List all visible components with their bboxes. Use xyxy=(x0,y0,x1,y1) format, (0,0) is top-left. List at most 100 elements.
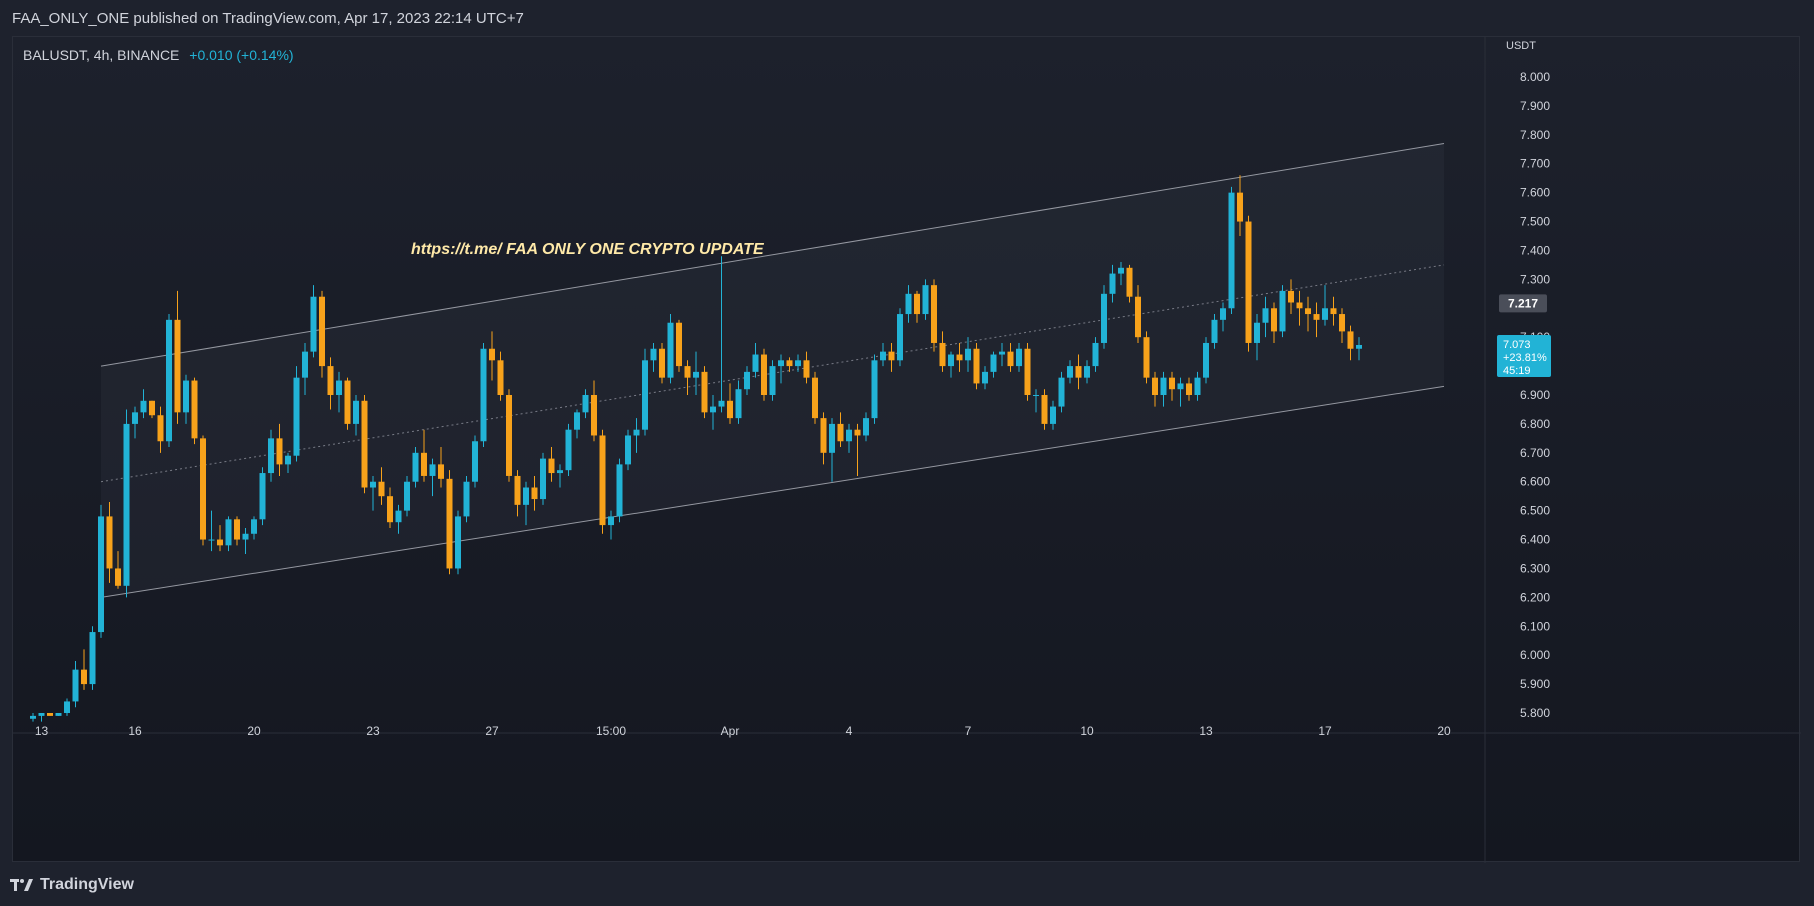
candle-body xyxy=(1339,314,1345,332)
candle-body xyxy=(81,669,87,685)
candle-body xyxy=(837,423,844,442)
chart-panel[interactable]: https://t.me/ FAA ONLY ONE CRYPTO UPDATE… xyxy=(12,36,1801,863)
candle-body xyxy=(574,412,580,430)
candle-body xyxy=(948,354,954,367)
y-tick-label: 6.300 xyxy=(1520,561,1550,575)
candle-body xyxy=(752,354,759,372)
candle-body xyxy=(208,539,215,541)
y-tick-label: 6.000 xyxy=(1520,648,1550,662)
candle-body xyxy=(676,322,682,367)
candle-body xyxy=(497,360,504,395)
y-tick-label: 7.400 xyxy=(1520,243,1550,257)
candle-body xyxy=(387,496,393,523)
candle-body xyxy=(412,452,419,482)
candle-body xyxy=(1143,337,1150,378)
y-tick-label: 6.200 xyxy=(1520,590,1550,604)
candle-body xyxy=(30,715,36,719)
symbol-name: BALUSDT, 4h, BINANCE xyxy=(23,47,180,63)
candle-body xyxy=(914,293,920,315)
x-tick-label: 15:00 xyxy=(596,724,626,738)
candle-body xyxy=(38,713,45,716)
candle-body xyxy=(701,371,708,413)
candle-body xyxy=(931,285,937,343)
candle-body xyxy=(336,380,342,395)
y-tick-label: 6.800 xyxy=(1520,417,1550,431)
x-tick-label: Apr xyxy=(721,724,740,738)
candle-body xyxy=(344,380,351,424)
candle-body xyxy=(1211,319,1218,343)
annotation-text: https://t.me/ FAA ONLY ONE CRYPTO UPDATE xyxy=(411,241,765,258)
symbol-change: +0.010 (+0.14%) xyxy=(189,47,294,63)
candle-body xyxy=(846,429,852,442)
candle-body xyxy=(803,360,810,378)
candle-body xyxy=(123,423,130,586)
candle-body xyxy=(820,418,827,453)
current-price-label: 7.073 xyxy=(1503,339,1531,351)
x-tick-label: 27 xyxy=(485,724,499,738)
y-tick-label: 7.600 xyxy=(1520,186,1550,200)
publish-header: FAA_ONLY_ONE published on TradingView.co… xyxy=(0,0,1814,36)
candlestick-chart[interactable]: https://t.me/ FAA ONLY ONE CRYPTO UPDATE… xyxy=(13,37,1801,863)
y-tick-label: 7.500 xyxy=(1520,215,1550,229)
y-tick-label: 5.900 xyxy=(1520,677,1550,691)
candle-body xyxy=(1092,342,1099,367)
candle-body xyxy=(778,360,784,367)
x-tick-label: 13 xyxy=(1199,724,1213,738)
candle-body xyxy=(115,568,121,586)
last-price-label: 7.217 xyxy=(1508,296,1538,310)
candle-body xyxy=(370,481,376,488)
candle-body xyxy=(769,366,776,395)
candle-body xyxy=(667,322,674,378)
y-tick-label: 6.900 xyxy=(1520,388,1550,402)
candle-body xyxy=(744,371,750,390)
candle-body xyxy=(659,348,665,378)
current-change-label: +23.81% xyxy=(1503,352,1547,364)
candle-body xyxy=(982,371,988,384)
candle-body xyxy=(1101,293,1107,343)
x-tick-label: 7 xyxy=(965,724,972,738)
candle-body xyxy=(421,452,427,476)
candle-body xyxy=(1058,377,1065,407)
footer-brand: TradingView xyxy=(40,876,134,893)
candle-body xyxy=(1305,308,1311,315)
candle-body xyxy=(871,360,878,419)
candle-body xyxy=(149,400,155,416)
y-tick-label: 8.000 xyxy=(1520,70,1550,84)
candle-body xyxy=(480,348,487,442)
candle-body xyxy=(829,423,835,453)
candle-body xyxy=(132,412,138,424)
candle-body xyxy=(268,438,274,474)
candle-body xyxy=(557,470,563,474)
y-tick-label: 6.500 xyxy=(1520,504,1550,518)
candle-body xyxy=(710,406,716,413)
last-price-tag xyxy=(1499,294,1547,313)
candle-body xyxy=(565,429,572,471)
candle-body xyxy=(1050,406,1056,424)
countdown-label: 45:19 xyxy=(1503,365,1531,377)
candle-body xyxy=(1075,366,1082,378)
candle-body xyxy=(880,351,886,361)
candle-body xyxy=(1356,344,1362,349)
candle-body xyxy=(514,475,521,505)
y-tick-label: 5.800 xyxy=(1520,706,1550,720)
candle-body xyxy=(1245,221,1252,343)
candle-body xyxy=(1254,322,1260,343)
candle-body xyxy=(761,354,767,395)
footer: TradingView xyxy=(10,872,134,898)
candle-body xyxy=(395,510,402,523)
candle-body xyxy=(1347,331,1354,349)
candle-body xyxy=(506,395,512,476)
candle-body xyxy=(990,354,997,372)
candle-body xyxy=(1271,308,1277,332)
y-tick-label: 7.700 xyxy=(1520,157,1550,171)
candle-body xyxy=(183,380,189,413)
candle-body xyxy=(854,429,861,436)
candle-body xyxy=(1322,308,1328,320)
candle-body xyxy=(888,351,895,361)
candle-body xyxy=(786,360,793,367)
candle-body xyxy=(1016,348,1022,367)
candles-group xyxy=(30,175,1362,722)
candle-body xyxy=(1152,377,1158,395)
candle-body xyxy=(225,519,232,546)
x-tick-label: 16 xyxy=(128,724,142,738)
